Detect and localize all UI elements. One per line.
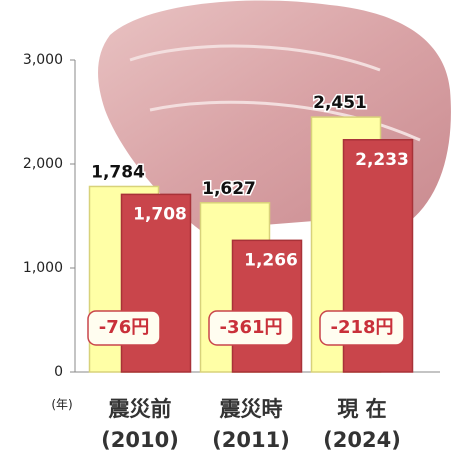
value-label: 2,233 [355,150,409,170]
value-label: 1,784 [91,162,145,182]
x-tick-sublabel: (2024) [323,428,401,452]
annotation: -76円 [99,317,150,338]
annotation-box [208,310,294,346]
x-tick-label: 震災前 [109,397,172,421]
value-label: 1,627 [202,179,256,199]
bar [231,239,303,373]
value-label: 2,451 [313,93,367,113]
x-tick-sublabel: (2011) [212,428,290,452]
y-tick-label: 3,000 [23,52,63,68]
x-tick-label: 震災時 [220,397,283,421]
x-tick-label: 現 在 [337,397,386,421]
value-label: 1,266 [244,250,298,270]
annotation-box [319,310,405,346]
meat-decoration [129,44,421,142]
annotation: -361円 [219,317,282,338]
annotation-box [87,310,161,346]
x-unit: (年) [51,398,72,412]
y-tick-label: 1,000 [23,260,63,276]
y-tick-label: 0 [54,364,63,380]
value-label: 1,708 [133,204,187,224]
annotation: -218円 [330,317,393,338]
y-tick-label: 2,000 [23,156,63,172]
x-tick-sublabel: (2010) [101,428,179,452]
